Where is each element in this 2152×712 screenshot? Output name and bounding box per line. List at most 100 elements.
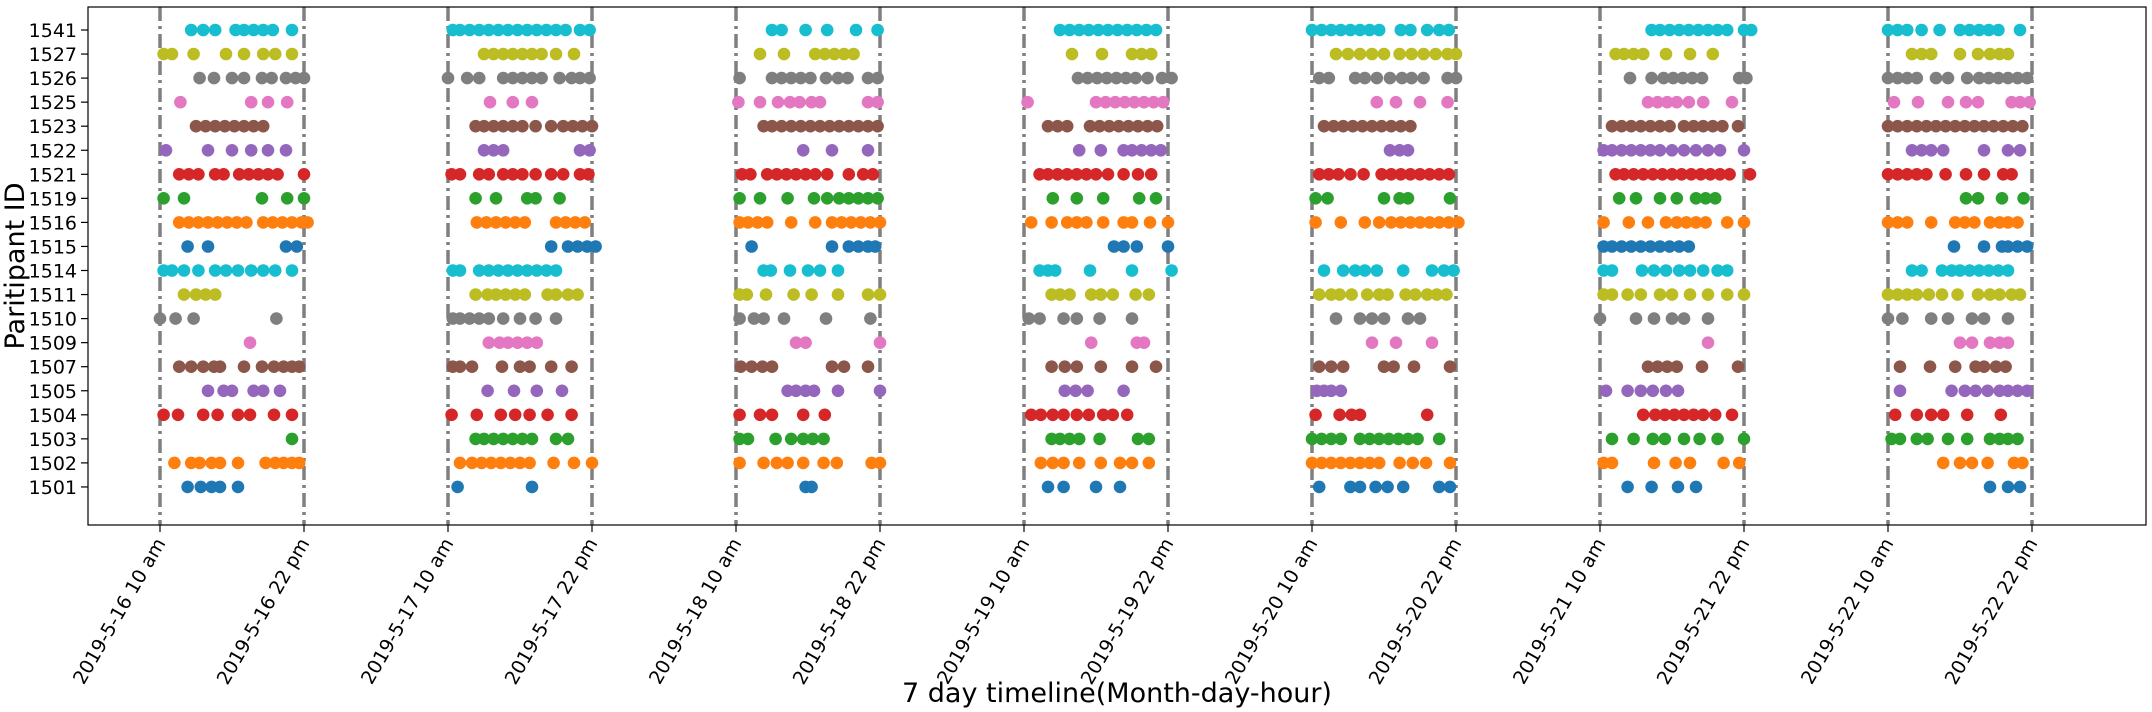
- point-1502-50: [1443, 456, 1457, 470]
- point-1514-55: [1935, 264, 1949, 277]
- point-1527-19: [808, 47, 822, 61]
- point-1504-40: [1696, 408, 1710, 422]
- point-1523-59: [1653, 119, 1667, 133]
- point-1502-41: [1324, 456, 1338, 470]
- point-1501-9: [1041, 480, 1055, 494]
- point-1541-10: [453, 23, 467, 37]
- point-1511-23: [1053, 288, 1067, 301]
- point-1521-6: [242, 168, 256, 181]
- y-tick-label-1511: 1511: [29, 285, 77, 307]
- point-1507-0: [172, 360, 186, 374]
- point-1521-30: [808, 168, 822, 181]
- point-1527-15: [549, 47, 563, 61]
- point-1516-1: [182, 216, 196, 229]
- point-1516-59: [1622, 216, 1636, 229]
- point-1514-30: [1048, 264, 1062, 277]
- point-1523-68: [1891, 119, 1904, 133]
- point-1521-54: [1404, 168, 1417, 181]
- point-1523-75: [1958, 119, 1972, 133]
- point-1501-1: [194, 480, 208, 494]
- point-1511-30: [1312, 288, 1326, 301]
- point-1514-23: [764, 264, 778, 277]
- point-1502-31: [1034, 456, 1048, 470]
- point-1523-45: [1327, 119, 1340, 133]
- point-1527-34: [1393, 47, 1406, 61]
- point-1527-14: [535, 47, 548, 61]
- point-1502-58: [1936, 456, 1950, 470]
- point-1526-38: [1129, 71, 1142, 85]
- point-1510-14: [747, 312, 761, 325]
- point-1502-25: [781, 456, 794, 470]
- point-1502-16: [504, 456, 517, 470]
- point-1514-45: [1635, 264, 1649, 277]
- point-1516-63: [1680, 216, 1693, 229]
- point-1514-58: [1963, 264, 1976, 277]
- point-1507-16: [523, 360, 536, 374]
- point-1504-9: [470, 408, 484, 422]
- point-1527-4: [237, 47, 251, 61]
- point-1509-18: [1965, 336, 1979, 350]
- point-1541-8: [285, 23, 299, 37]
- point-1521-63: [1646, 168, 1660, 181]
- point-1516-6: [230, 216, 244, 229]
- point-1541-59: [1692, 23, 1705, 37]
- point-1525-28: [1441, 95, 1454, 109]
- point-1519-15: [832, 192, 846, 205]
- point-1521-44: [1131, 168, 1145, 181]
- point-1507-34: [1336, 360, 1350, 374]
- point-1516-50: [1384, 216, 1398, 229]
- point-1541-4: [237, 23, 251, 37]
- point-1523-6: [247, 119, 260, 133]
- point-1523-25: [804, 119, 817, 133]
- point-1523-50: [1375, 119, 1388, 133]
- y-axis-label: Paritipant ID: [0, 182, 31, 349]
- point-1502-32: [1046, 456, 1060, 470]
- point-1541-25: [775, 23, 788, 37]
- point-1509-4: [511, 336, 524, 350]
- point-1516-8: [256, 216, 270, 229]
- point-1507-33: [1324, 360, 1338, 374]
- point-1516-45: [1161, 216, 1175, 229]
- point-1510-30: [1413, 312, 1427, 325]
- point-1527-20: [818, 47, 832, 61]
- point-1507-24: [837, 360, 851, 374]
- series-1507: [172, 360, 2012, 374]
- point-1516-40: [1080, 216, 1093, 229]
- point-1516-21: [559, 216, 572, 229]
- point-1503-24: [1305, 432, 1319, 446]
- point-1516-32: [844, 216, 858, 229]
- point-1526-34: [1090, 71, 1104, 85]
- point-1505-32: [1958, 384, 1972, 398]
- point-1522-35: [1713, 144, 1727, 157]
- point-1541-1: [196, 23, 210, 37]
- point-1522-36: [1737, 144, 1751, 157]
- point-1523-35: [1060, 119, 1074, 133]
- point-1504-22: [1046, 408, 1060, 422]
- point-1525-38: [1941, 95, 1955, 109]
- point-1511-44: [1621, 288, 1634, 301]
- point-1511-40: [1430, 288, 1444, 301]
- point-1514-34: [1317, 264, 1331, 277]
- point-1511-60: [1983, 288, 1997, 301]
- point-1515-4: [544, 240, 558, 253]
- point-1527-45: [1683, 47, 1697, 61]
- point-1521-32: [842, 168, 856, 181]
- point-1523-5: [237, 119, 251, 133]
- point-1515-16: [1117, 240, 1130, 253]
- point-1503-50: [1983, 432, 1997, 446]
- point-1519-22: [1096, 192, 1110, 205]
- point-1523-80: [2006, 119, 2020, 133]
- point-1511-41: [1440, 288, 1453, 301]
- point-1515-17: [1130, 240, 1144, 253]
- point-1525-22: [1137, 95, 1151, 109]
- point-1519-6: [489, 192, 503, 205]
- point-1522-6: [477, 144, 491, 157]
- point-1523-2: [208, 119, 222, 133]
- point-1502-59: [1953, 456, 1967, 470]
- point-1511-12: [561, 288, 575, 301]
- point-1503-40: [1677, 432, 1691, 446]
- y-tick-label-1522: 1522: [29, 140, 77, 162]
- point-1510-38: [1896, 312, 1909, 325]
- point-1526-49: [1405, 71, 1418, 85]
- point-1505-34: [1981, 384, 1994, 398]
